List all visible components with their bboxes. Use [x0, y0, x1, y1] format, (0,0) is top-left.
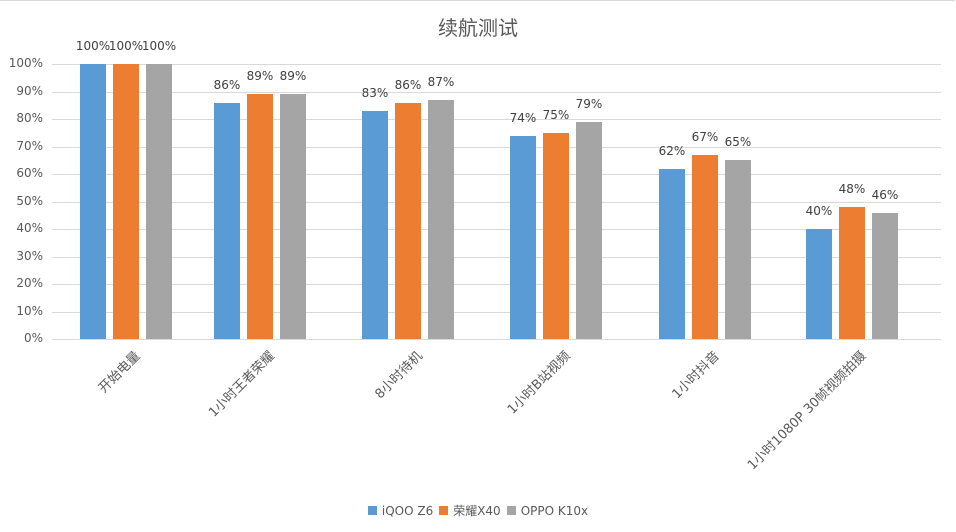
- x-axis-line: [52, 339, 941, 340]
- gridline: [52, 229, 941, 230]
- legend-item: OPPO K10x: [506, 503, 589, 518]
- y-tick-label: 40%: [16, 221, 43, 235]
- gridline: [52, 64, 941, 65]
- gridline: [52, 284, 941, 285]
- y-tick-label: 0%: [23, 331, 43, 345]
- data-label: 75%: [542, 107, 570, 122]
- bar: [395, 102, 421, 339]
- bar: [576, 121, 602, 339]
- data-label: 79%: [575, 96, 603, 111]
- legend: iQOO Z6 荣耀X40 OPPO K10x: [0, 502, 956, 519]
- gridline: [52, 256, 941, 258]
- data-label: 89%: [279, 69, 307, 84]
- bar: [839, 207, 865, 339]
- legend-item: iQOO Z6: [367, 503, 434, 518]
- legend-label: OPPO K10x: [520, 503, 589, 518]
- legend-swatch-icon: [439, 506, 449, 515]
- data-label: 100%: [75, 39, 111, 53]
- gridline: [52, 146, 941, 148]
- gridline: [52, 311, 941, 313]
- gridline: [52, 174, 941, 175]
- data-label: 86%: [213, 77, 241, 92]
- data-label: 87%: [427, 74, 455, 89]
- bar: [659, 168, 685, 339]
- bar: [247, 94, 273, 339]
- chart-title: 续航测试: [438, 16, 518, 40]
- y-tick-label: 70%: [16, 138, 43, 153]
- data-label: 46%: [871, 187, 899, 202]
- bar: [543, 132, 569, 339]
- data-label: 48%: [838, 182, 866, 196]
- bar: [872, 212, 898, 339]
- data-label: 83%: [361, 85, 389, 100]
- bar: [725, 160, 751, 339]
- legend-item: 荣耀X40: [439, 502, 501, 519]
- data-label: 65%: [724, 135, 752, 150]
- legend-label: iQOO Z6: [381, 503, 434, 518]
- y-tick-label: 80%: [16, 111, 43, 125]
- bar: [510, 135, 536, 339]
- bar: [362, 110, 388, 339]
- bar: [146, 64, 172, 339]
- y-tick-label: 20%: [16, 276, 43, 290]
- y-tick-label: 60%: [16, 166, 43, 180]
- data-label: 67%: [691, 129, 719, 144]
- data-label: 89%: [246, 69, 274, 84]
- bar: [113, 64, 139, 339]
- bar: [80, 64, 106, 339]
- y-tick-label: 100%: [8, 56, 43, 70]
- y-tick-label: 10%: [16, 303, 43, 318]
- legend-label: 荣耀X40: [453, 504, 501, 518]
- gridline: [52, 91, 941, 93]
- y-tick-label: 90%: [16, 83, 43, 98]
- gridline: [52, 119, 941, 120]
- y-tick-label: 30%: [16, 248, 43, 263]
- data-label: 100%: [108, 39, 144, 53]
- gridline: [52, 201, 941, 203]
- bar: [428, 99, 454, 339]
- bar: [806, 229, 832, 339]
- bar: [214, 102, 240, 339]
- data-label: 40%: [805, 204, 833, 218]
- y-tick-label: 50%: [16, 193, 43, 208]
- data-label: 86%: [394, 77, 422, 92]
- data-label: 62%: [658, 143, 686, 158]
- bar: [692, 154, 718, 339]
- legend-swatch-icon: [367, 506, 377, 515]
- data-label: 74%: [509, 110, 537, 125]
- legend-swatch-icon: [506, 506, 516, 515]
- data-label: 100%: [141, 39, 177, 53]
- bar: [280, 94, 306, 339]
